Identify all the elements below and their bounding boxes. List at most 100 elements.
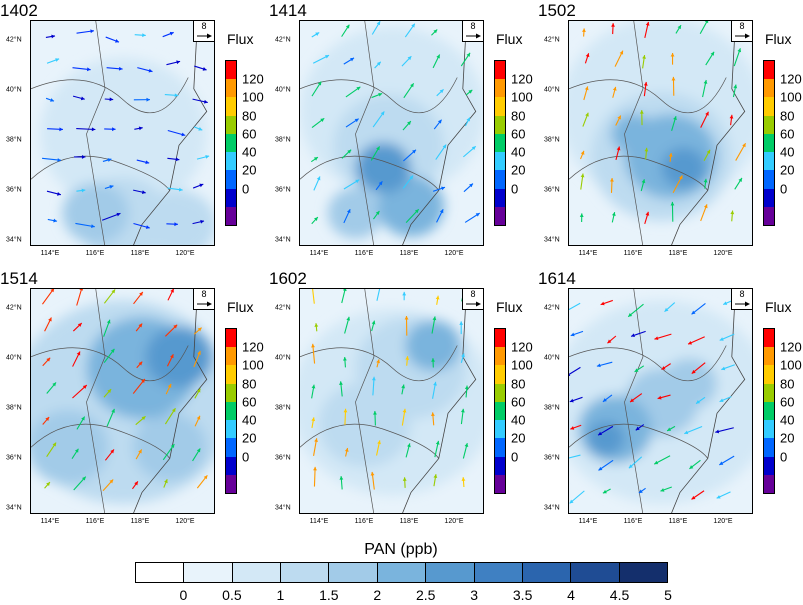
wind-flux-arrow xyxy=(165,383,172,395)
flux-colorbar xyxy=(494,60,506,226)
lat-tick-label: 40°N xyxy=(544,354,560,362)
flux-colorbar xyxy=(494,328,506,494)
flux-color-swatch xyxy=(495,188,505,207)
flux-tick-label: 120 xyxy=(511,339,533,355)
wind-flux-arrow xyxy=(460,52,471,67)
flux-color-swatch xyxy=(226,474,236,493)
wind-flux-arrow xyxy=(374,61,382,69)
lon-tick-label: 116°E xyxy=(354,518,374,525)
wind-flux-arrow xyxy=(630,330,646,338)
wind-flux-arrow xyxy=(341,24,350,37)
flux-tick-label: 100 xyxy=(780,357,802,373)
wind-flux-arrow xyxy=(462,442,469,459)
pan-map-1414 xyxy=(299,20,484,246)
wind-flux-arrow xyxy=(133,97,151,102)
flux-tick-label: 120 xyxy=(511,71,533,87)
flux-tick-label: 0 xyxy=(511,449,519,465)
wind-flux-arrow xyxy=(167,129,186,137)
reference-vector-value: 8 xyxy=(201,289,207,299)
pan-concentration-region xyxy=(661,358,717,410)
lon-tick-label: 120°E xyxy=(713,518,733,525)
wind-flux-arrow xyxy=(45,34,56,39)
flux-color-swatch xyxy=(495,383,505,402)
flux-color-swatch xyxy=(226,97,236,116)
wind-flux-arrow xyxy=(691,302,706,315)
colorbar-tick-label: 5 xyxy=(664,587,672,603)
wind-flux-arrow xyxy=(402,120,412,131)
wind-flux-arrow xyxy=(461,477,466,488)
wind-flux-arrow xyxy=(670,52,675,65)
flux-color-swatch xyxy=(226,365,236,384)
flux-tick-label: 0 xyxy=(242,181,250,197)
coastline xyxy=(402,21,477,245)
flux-tick-label: 120 xyxy=(242,71,264,87)
wind-flux-arrow xyxy=(582,112,589,127)
wind-flux-arrow xyxy=(643,81,648,97)
lon-tick-label: 114°E xyxy=(309,518,329,525)
wind-flux-arrow xyxy=(733,48,742,67)
wind-flux-arrow xyxy=(579,213,584,223)
lat-tick-label: 38°N xyxy=(544,136,560,144)
reference-vector-value: 8 xyxy=(470,21,476,31)
flux-label: Flux xyxy=(227,299,254,315)
reference-vector-box: 8 xyxy=(731,288,753,310)
wind-flux-arrow xyxy=(343,408,348,425)
wind-flux-arrow xyxy=(433,474,438,487)
wind-flux-arrow xyxy=(135,323,143,332)
colorbar-tick-label: 1 xyxy=(276,587,285,603)
wind-flux-arrow xyxy=(106,66,123,71)
reference-arrow-icon xyxy=(466,301,481,307)
reference-vector-value: 8 xyxy=(470,289,476,299)
colorbar-tick-label: 1.5 xyxy=(319,587,339,603)
wind-flux-arrow xyxy=(734,177,743,190)
flux-color-swatch xyxy=(764,152,774,171)
wind-flux-arrow xyxy=(311,216,319,225)
wind-flux-arrow xyxy=(405,356,410,366)
flux-color-swatch xyxy=(226,420,236,439)
flux-color-swatch xyxy=(495,420,505,439)
flux-label: Flux xyxy=(496,299,523,315)
flux-tick-label: 100 xyxy=(511,357,533,373)
wind-flux-arrow xyxy=(166,60,181,66)
wind-flux-arrow xyxy=(133,189,146,194)
wind-flux-arrow xyxy=(580,173,585,190)
pan-map-1502 xyxy=(568,20,753,246)
wind-flux-arrow xyxy=(339,381,343,397)
province-border xyxy=(569,423,709,459)
lon-tick-label: 114°E xyxy=(40,518,60,525)
panel-title: 1502 xyxy=(538,1,576,20)
lat-tick-label: 38°N xyxy=(6,136,22,144)
wind-flux-arrow xyxy=(661,363,671,371)
wind-flux-arrow xyxy=(615,146,621,161)
reference-vector-value: 8 xyxy=(739,21,745,31)
wind-flux-arrow xyxy=(642,55,646,69)
flux-tick-label: 40 xyxy=(511,144,526,160)
wind-flux-arrow xyxy=(431,29,438,36)
coastline xyxy=(671,21,746,245)
province-border xyxy=(300,345,458,382)
wind-flux-arrow xyxy=(192,98,208,104)
lat-tick-label: 34°N xyxy=(275,236,291,244)
flux-color-swatch xyxy=(495,170,505,189)
wind-flux-arrow xyxy=(341,149,352,159)
wind-flux-arrow xyxy=(610,177,614,193)
wind-flux-arrow xyxy=(402,175,414,189)
wind-flux-arrow xyxy=(464,117,471,127)
wind-flux-arrow xyxy=(72,67,91,72)
wind-flux-arrow xyxy=(729,114,734,126)
wind-flux-arrow xyxy=(668,152,673,162)
wind-flux-arrow xyxy=(72,322,83,332)
wind-flux-arrow xyxy=(162,31,174,38)
lon-tick-label: 120°E xyxy=(444,518,464,525)
wind-flux-arrow xyxy=(133,222,150,229)
map-canvas xyxy=(31,289,214,513)
flux-color-swatch xyxy=(764,188,774,207)
wind-flux-arrow xyxy=(135,449,143,460)
flux-tick-label: 80 xyxy=(511,108,526,124)
wind-flux-arrow xyxy=(373,411,377,426)
wind-flux-arrow xyxy=(703,149,711,162)
wind-flux-arrow xyxy=(569,454,581,459)
wind-flux-arrow xyxy=(311,81,322,97)
wind-flux-arrow xyxy=(602,394,613,403)
wind-flux-arrow xyxy=(614,50,624,67)
